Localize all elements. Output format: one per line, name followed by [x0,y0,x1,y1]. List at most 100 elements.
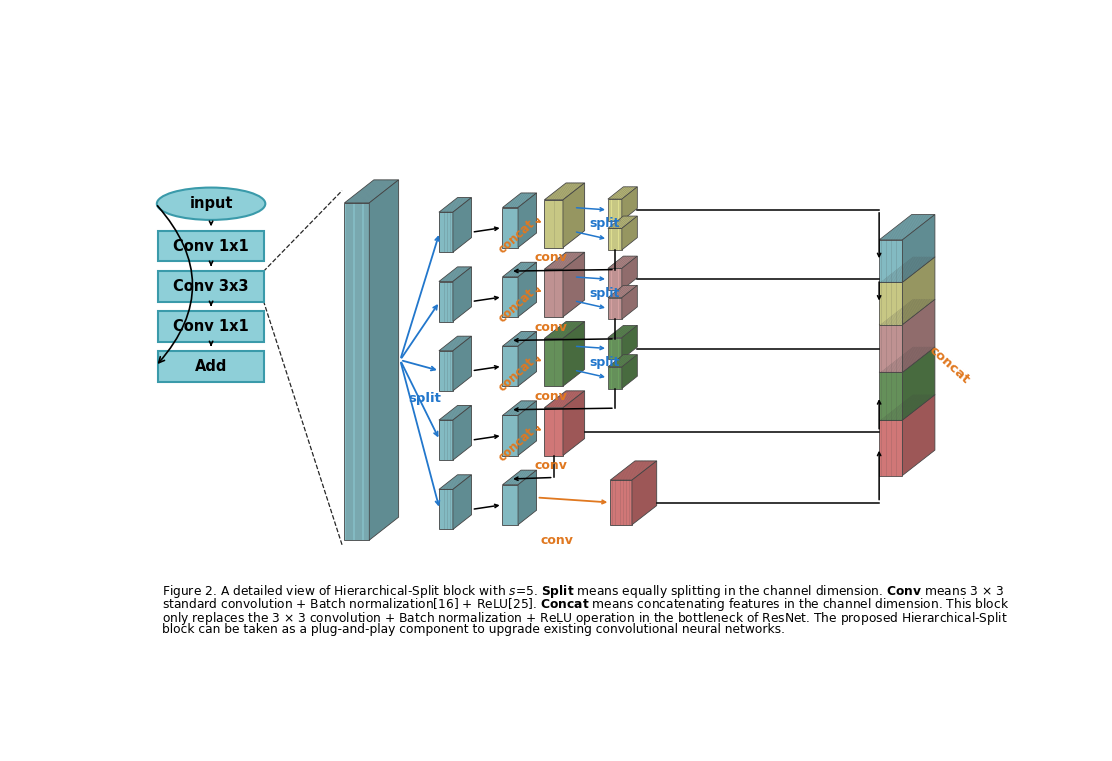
FancyBboxPatch shape [158,351,265,381]
Polygon shape [902,347,935,420]
Polygon shape [563,391,585,456]
Polygon shape [439,282,453,322]
Text: input: input [189,196,232,212]
Polygon shape [518,263,537,317]
Polygon shape [563,322,585,387]
Text: split: split [408,392,440,405]
Polygon shape [545,408,563,456]
FancyBboxPatch shape [158,271,265,301]
Polygon shape [345,203,369,540]
Polygon shape [608,285,637,298]
Polygon shape [503,193,537,208]
Polygon shape [453,475,471,530]
Polygon shape [503,401,537,416]
Polygon shape [902,257,935,325]
Polygon shape [610,461,657,480]
Polygon shape [453,198,471,252]
Polygon shape [880,215,935,240]
Polygon shape [563,183,585,247]
Polygon shape [902,395,935,476]
Polygon shape [453,267,471,322]
Text: split: split [589,356,619,369]
Polygon shape [518,332,537,387]
Polygon shape [608,355,637,367]
Polygon shape [545,339,563,387]
Polygon shape [622,285,637,320]
Polygon shape [608,228,622,250]
Polygon shape [545,322,585,339]
Text: concat: concat [926,344,972,387]
Text: Conv 3x3: Conv 3x3 [173,279,249,294]
Text: Conv 1x1: Conv 1x1 [173,319,249,333]
Polygon shape [608,256,637,269]
Polygon shape [503,208,518,247]
Text: conv: conv [534,390,567,403]
Polygon shape [503,346,518,387]
Polygon shape [453,336,471,391]
Polygon shape [545,200,563,247]
Polygon shape [622,355,637,389]
Text: conv: conv [534,251,567,265]
Text: standard convolution + Batch normalization[16] + ReLU[25]. $\bf{Concat}$ means c: standard convolution + Batch normalizati… [162,597,1010,613]
Polygon shape [608,269,622,290]
Ellipse shape [157,187,266,220]
Text: concat: concat [496,425,537,464]
Polygon shape [439,420,453,460]
Text: split: split [589,287,619,300]
Polygon shape [439,198,471,212]
Polygon shape [880,420,902,476]
Text: Add: Add [195,358,227,374]
Polygon shape [880,257,935,282]
Text: split: split [589,217,619,231]
Polygon shape [369,180,398,540]
Polygon shape [518,401,537,456]
Polygon shape [622,216,637,250]
Polygon shape [608,186,637,199]
Text: block can be taken as a plug-and-play component to upgrade existing convolutiona: block can be taken as a plug-and-play co… [162,622,785,635]
Polygon shape [608,338,622,359]
Polygon shape [880,395,935,420]
Polygon shape [632,461,657,525]
Polygon shape [453,406,471,460]
Polygon shape [503,485,518,525]
Polygon shape [622,326,637,359]
Polygon shape [503,263,537,277]
Polygon shape [563,252,585,317]
Polygon shape [439,336,471,351]
Polygon shape [503,416,518,456]
Polygon shape [622,256,637,290]
Polygon shape [503,277,518,317]
Text: concat: concat [496,286,537,326]
Polygon shape [545,183,585,200]
Polygon shape [545,269,563,317]
Polygon shape [608,199,622,221]
Polygon shape [608,326,637,338]
Polygon shape [902,299,935,372]
Polygon shape [880,299,935,325]
Polygon shape [518,470,537,525]
Text: Figure 2. A detailed view of Hierarchical-Split block with $s$=5. $\bf{Split}$ m: Figure 2. A detailed view of Hierarchica… [162,584,1004,600]
Polygon shape [880,240,902,282]
Polygon shape [608,298,622,320]
FancyBboxPatch shape [158,310,265,342]
Polygon shape [880,282,902,325]
Polygon shape [439,475,471,489]
Text: conv: conv [534,460,567,473]
Polygon shape [622,186,637,221]
Polygon shape [439,406,471,420]
Polygon shape [439,212,453,252]
Polygon shape [503,470,537,485]
Polygon shape [608,216,637,228]
Polygon shape [545,391,585,408]
Polygon shape [880,372,902,420]
Polygon shape [439,351,453,391]
FancyBboxPatch shape [158,231,265,262]
Polygon shape [880,347,935,372]
Polygon shape [503,332,537,346]
Polygon shape [345,180,398,203]
Text: conv: conv [540,534,574,547]
Polygon shape [545,252,585,269]
Text: only replaces the 3 $\times$ 3 convolution + Batch normalization + ReLU operatio: only replaces the 3 $\times$ 3 convoluti… [162,610,1009,626]
Text: concat: concat [496,217,537,256]
Polygon shape [439,489,453,530]
